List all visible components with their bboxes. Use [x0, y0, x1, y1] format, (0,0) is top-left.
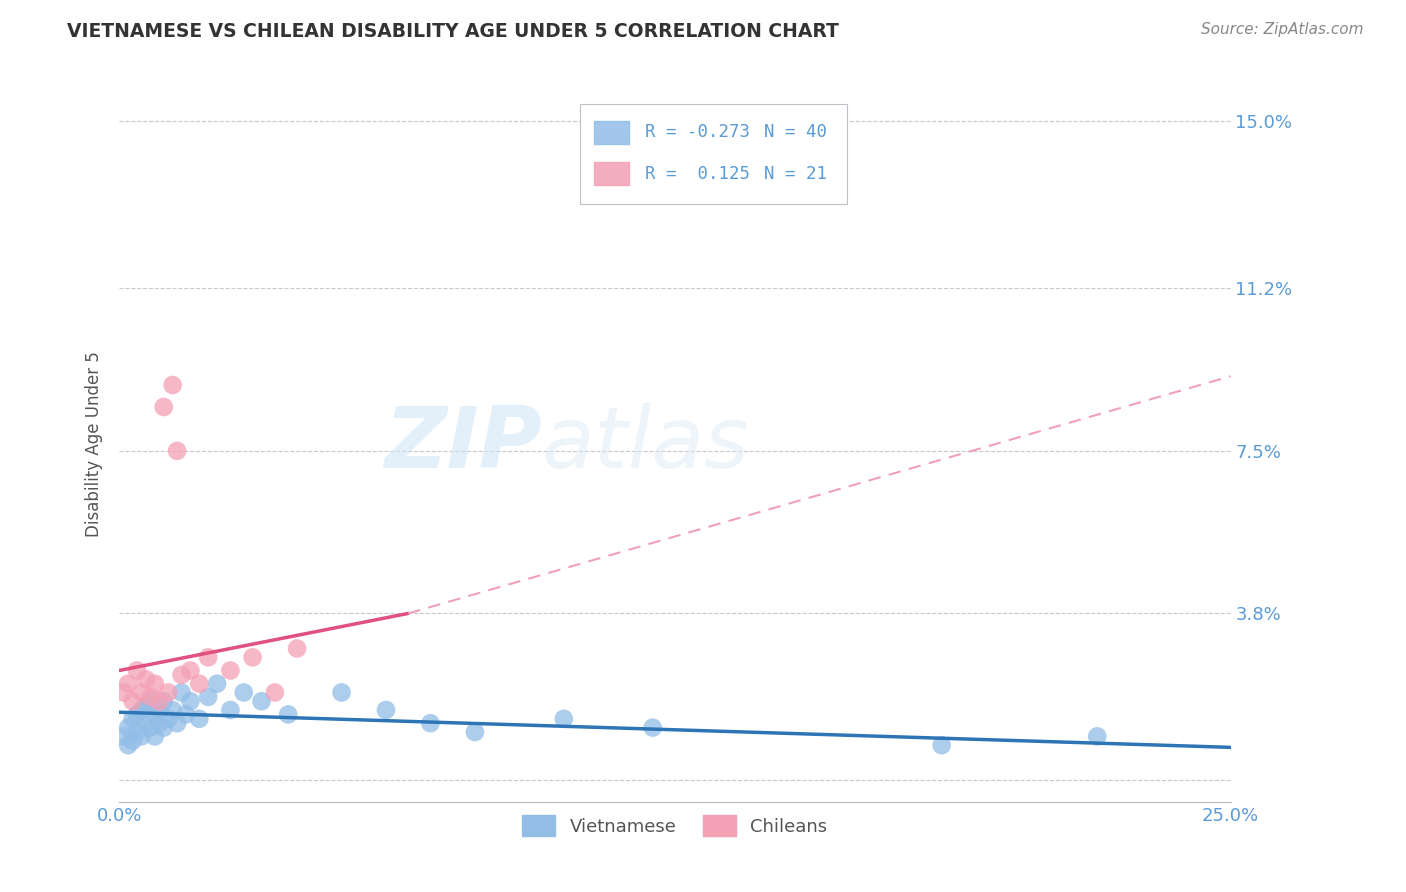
Legend: Vietnamese, Chileans: Vietnamese, Chileans	[515, 808, 835, 843]
Point	[121, 694, 143, 708]
Text: ZIP: ZIP	[384, 403, 541, 486]
Point	[197, 650, 219, 665]
Point	[112, 730, 135, 744]
Point	[125, 664, 148, 678]
Point	[232, 685, 254, 699]
Point	[117, 721, 139, 735]
Point	[117, 676, 139, 690]
Point	[419, 716, 441, 731]
Point	[179, 664, 201, 678]
Y-axis label: Disability Age Under 5: Disability Age Under 5	[86, 351, 103, 537]
Point	[1085, 730, 1108, 744]
Point	[250, 694, 273, 708]
Bar	[593, 162, 630, 186]
Point	[285, 641, 308, 656]
Point	[242, 650, 264, 665]
Point	[139, 721, 162, 735]
Point	[375, 703, 398, 717]
Point	[553, 712, 575, 726]
Text: Source: ZipAtlas.com: Source: ZipAtlas.com	[1201, 22, 1364, 37]
Point	[157, 685, 180, 699]
Point	[170, 668, 193, 682]
Point	[188, 676, 211, 690]
Point	[139, 694, 162, 708]
Point	[117, 738, 139, 752]
Point	[157, 712, 180, 726]
Point	[162, 378, 184, 392]
Point	[464, 725, 486, 739]
Text: R =  0.125: R = 0.125	[645, 165, 749, 183]
Point	[219, 664, 242, 678]
FancyBboxPatch shape	[581, 104, 848, 204]
Text: R = -0.273: R = -0.273	[645, 123, 749, 141]
Point	[143, 730, 166, 744]
Point	[330, 685, 353, 699]
Point	[641, 721, 664, 735]
Text: N = 40: N = 40	[763, 123, 827, 141]
Point	[131, 685, 153, 699]
Point	[263, 685, 285, 699]
Point	[148, 694, 170, 708]
Point	[152, 721, 174, 735]
Point	[148, 716, 170, 731]
Point	[219, 703, 242, 717]
Point	[152, 400, 174, 414]
Point	[139, 690, 162, 704]
Point	[188, 712, 211, 726]
Point	[205, 676, 228, 690]
Point	[162, 703, 184, 717]
Point	[131, 730, 153, 744]
Point	[277, 707, 299, 722]
Text: VIETNAMESE VS CHILEAN DISABILITY AGE UNDER 5 CORRELATION CHART: VIETNAMESE VS CHILEAN DISABILITY AGE UND…	[67, 22, 839, 41]
Bar	[593, 120, 630, 144]
Point	[179, 694, 201, 708]
Point	[174, 707, 197, 722]
Point	[125, 707, 148, 722]
Point	[131, 703, 153, 717]
Point	[152, 694, 174, 708]
Point	[197, 690, 219, 704]
Point	[170, 685, 193, 699]
Point	[135, 716, 157, 731]
Point	[121, 712, 143, 726]
Point	[166, 716, 188, 731]
Point	[148, 703, 170, 717]
Point	[135, 673, 157, 687]
Point	[121, 733, 143, 747]
Text: N = 21: N = 21	[763, 165, 827, 183]
Text: atlas: atlas	[541, 403, 749, 486]
Point	[143, 707, 166, 722]
Point	[135, 698, 157, 713]
Point	[166, 443, 188, 458]
Point	[143, 676, 166, 690]
Point	[931, 738, 953, 752]
Point	[112, 685, 135, 699]
Point	[125, 725, 148, 739]
